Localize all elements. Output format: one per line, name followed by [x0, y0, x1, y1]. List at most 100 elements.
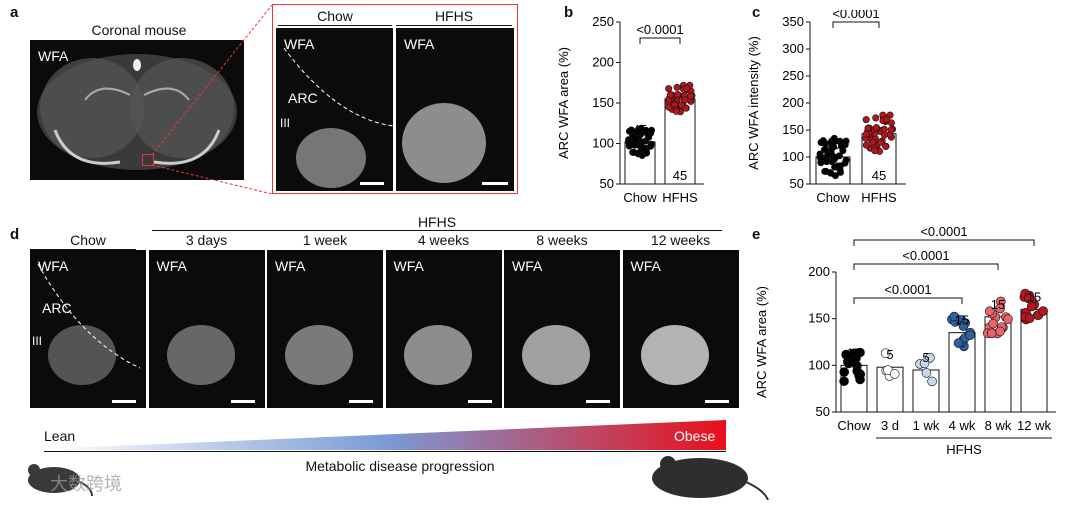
y-tick-label: 250	[592, 14, 614, 29]
data-point	[864, 124, 872, 132]
d-hfhs-underline	[152, 230, 722, 231]
data-point	[872, 114, 880, 122]
scale-bar	[230, 400, 255, 403]
p-value: <0.0001	[920, 224, 967, 239]
comparison-bracket	[832, 21, 880, 28]
panel-e-label: e	[752, 226, 761, 243]
progression-gradient	[44, 420, 726, 450]
scale-bar	[349, 400, 373, 403]
watermark: 大数跨境	[50, 474, 122, 494]
y-tick-label: 150	[808, 311, 830, 326]
data-point	[1026, 301, 1037, 312]
inset-hfhs-underline	[396, 25, 512, 26]
data-point	[862, 141, 870, 149]
data-point	[666, 91, 674, 99]
data-point	[648, 140, 656, 148]
y-tick-label: 250	[782, 68, 804, 83]
n-label: 45	[673, 168, 687, 183]
data-point	[824, 150, 832, 158]
data-point	[871, 147, 879, 155]
d-tile-image: WFA	[504, 250, 620, 408]
x-tick-label: Chow	[816, 190, 850, 205]
n-label: 45	[826, 137, 840, 152]
data-point	[674, 90, 682, 98]
d-tile-marker: WFA	[275, 258, 306, 274]
d-tile-image: WFA	[622, 250, 739, 408]
d-tile-header: Chow	[70, 232, 106, 248]
x-tick-label: 8 wk	[985, 418, 1012, 433]
data-point	[869, 138, 877, 146]
y-tick-label: 200	[808, 264, 830, 279]
data-point	[988, 318, 998, 329]
y-axis-label: ARC WFA area (%)	[754, 286, 769, 398]
iii-label: III	[280, 116, 291, 130]
comparison-bracket	[853, 263, 999, 270]
data-point	[823, 158, 831, 166]
p-value: <0.0001	[884, 282, 931, 297]
x-tick-label: Chow	[837, 418, 871, 433]
lean-mouse-icon	[14, 458, 94, 503]
data-point	[665, 85, 673, 93]
data-point	[841, 349, 851, 360]
p-value: <0.0001	[902, 248, 949, 263]
inset-chow-image: WFA ARC III	[276, 28, 393, 191]
x-tick-label: 4 wk	[949, 418, 976, 433]
y-tick-label: 150	[592, 95, 614, 110]
data-point	[831, 153, 839, 161]
data-point	[625, 127, 633, 135]
data-point	[862, 130, 870, 138]
data-point	[638, 138, 646, 146]
d-arc-label: ARC	[42, 300, 72, 316]
n-label: 15	[1027, 289, 1041, 304]
data-point	[665, 103, 673, 111]
obese-label: Obese	[674, 428, 716, 444]
d-tile-image: WFA ARC III	[30, 250, 146, 408]
d-tile-header: 12 weeks	[650, 232, 711, 248]
n-label: 5	[886, 347, 893, 362]
d-tile-header: 8 weeks	[536, 232, 588, 248]
p-value: <0.0001	[832, 10, 879, 21]
chart-e: 50 100 150 200 ARC WFA area (%) 15 Chow 5 3 d 5 1 …	[754, 224, 1056, 457]
data-point	[683, 84, 691, 92]
data-point	[877, 138, 885, 146]
y-tick-label: 50	[816, 404, 830, 419]
coronal-brain-image: WFA	[30, 40, 244, 180]
d-chow-underline	[30, 249, 136, 250]
data-point	[984, 306, 995, 316]
brain-marker: WFA	[38, 48, 69, 64]
d-tile-marker: WFA	[393, 258, 424, 274]
panel-b-label: b	[564, 4, 574, 21]
y-tick-label: 200	[782, 95, 804, 110]
data-point	[986, 328, 997, 339]
data-point	[681, 96, 689, 104]
data-point	[833, 162, 841, 170]
x-tick-label: Chow	[623, 190, 657, 205]
inset-hfhs-image: WFA	[396, 28, 514, 191]
chart-c: 50 100 150 200 250 300 350 ARC WFA intensity (%…	[746, 10, 906, 205]
arc-label: ARC	[288, 90, 318, 106]
inset-hfhs-marker: WFA	[404, 36, 435, 52]
d-tile-marker: WFA	[38, 258, 69, 274]
data-point	[635, 129, 643, 137]
obese-mouse-icon	[640, 450, 770, 505]
data-point	[843, 358, 854, 369]
data-point	[995, 326, 1005, 337]
scale-bar	[360, 182, 384, 185]
data-point	[842, 137, 850, 145]
data-point	[630, 141, 638, 149]
p-value: <0.0001	[636, 22, 683, 37]
d-tile-image: WFA	[148, 250, 265, 408]
roi-box	[142, 154, 154, 166]
y-tick-label: 50	[790, 176, 804, 191]
d-iii-label: III	[32, 334, 43, 348]
comparison-bracket	[639, 37, 681, 44]
x-tick-label: 1 wk	[913, 418, 940, 433]
x-tick-label: 12 wk	[1017, 418, 1051, 433]
data-point	[640, 144, 648, 152]
inset-chow-header: Chow	[317, 8, 353, 24]
data-point	[995, 303, 1005, 314]
comparison-bracket	[853, 297, 963, 304]
inset-hfhs-header: HFHS	[434, 8, 474, 24]
data-point	[672, 107, 680, 115]
d-tile-header: 3 days	[185, 232, 228, 248]
